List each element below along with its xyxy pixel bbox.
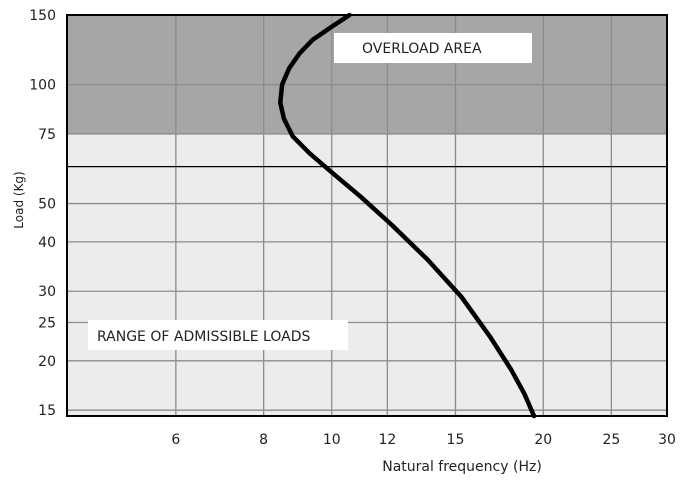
- y-tick-label: 50: [38, 197, 56, 213]
- y-tick-label: 100: [29, 78, 56, 94]
- y-tick-label: 25: [38, 316, 56, 332]
- y-tick-label: 40: [38, 235, 56, 251]
- frequency-curve: [278, 12, 537, 419]
- x-tick-label: 25: [602, 432, 620, 448]
- y-axis-label: Load (Kg): [12, 171, 26, 228]
- x-tick-label: 20: [534, 432, 552, 448]
- admissible-area: [67, 133, 667, 416]
- y-tick-label: 150: [29, 8, 56, 24]
- x-axis-label: Natural frequency (Hz): [382, 459, 542, 475]
- tick-label-layer: 6 8 10 12 15 20 25 30 15 20 25 30 40 50 75 100 150: [29, 8, 676, 448]
- x-tick-label: 10: [323, 432, 341, 448]
- x-tick-label: 12: [378, 432, 396, 448]
- overload-area: [67, 15, 667, 134]
- plot-frame: [66, 14, 668, 417]
- x-tick-label: 8: [259, 432, 268, 448]
- x-tick-label: 6: [171, 432, 180, 448]
- x-tick-label: 15: [447, 432, 465, 448]
- y-tick-label: 20: [38, 354, 56, 370]
- x-tick-label: 30: [658, 432, 676, 448]
- y-tick-label: 30: [38, 284, 56, 300]
- admissible-label-box: [88, 320, 348, 350]
- annotation-layer: OVERLOAD AREA RANGE OF ADMISSIBLE LOADS: [88, 33, 532, 350]
- y-tick-label: 15: [38, 403, 56, 419]
- curve-layer: [278, 12, 537, 419]
- overload-label-box: [334, 33, 532, 63]
- admissible-range-label: RANGE OF ADMISSIBLE LOADS: [97, 329, 310, 345]
- y-tick-label: 75: [38, 127, 56, 143]
- overload-area-label: OVERLOAD AREA: [362, 41, 482, 57]
- background-layer: [67, 15, 667, 416]
